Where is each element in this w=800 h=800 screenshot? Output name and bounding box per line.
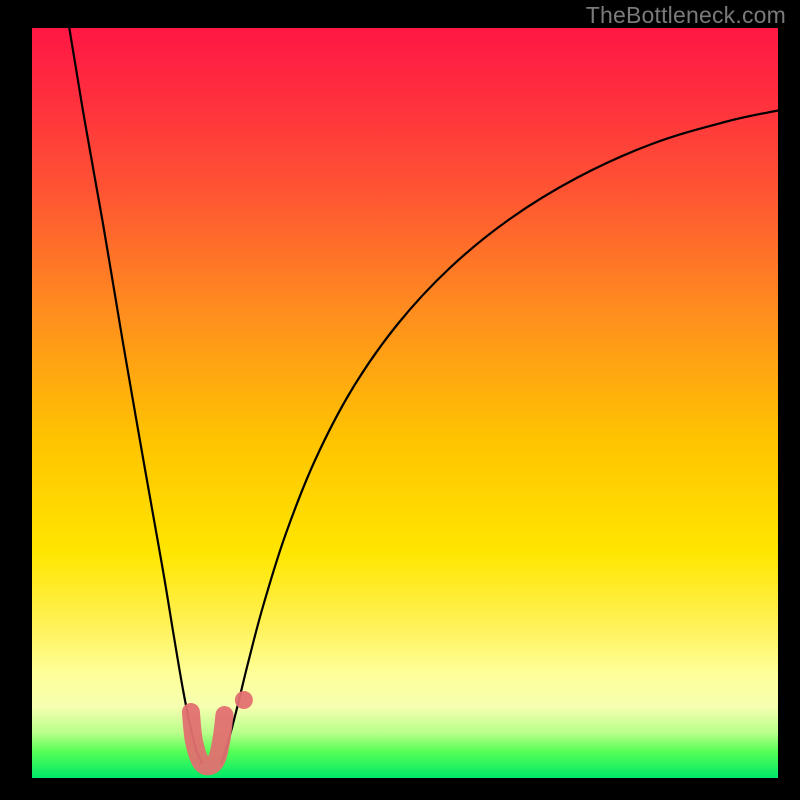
optimal-zone-u-marker bbox=[191, 712, 225, 766]
curve-left-branch bbox=[69, 28, 202, 763]
chart-frame: TheBottleneck.com bbox=[0, 0, 800, 800]
bottleneck-curve-chart bbox=[32, 28, 778, 778]
watermark-text: TheBottleneck.com bbox=[586, 2, 786, 29]
optimal-zone-dot-marker bbox=[235, 691, 253, 709]
curve-right-branch bbox=[221, 111, 778, 764]
plot-area bbox=[32, 28, 778, 778]
